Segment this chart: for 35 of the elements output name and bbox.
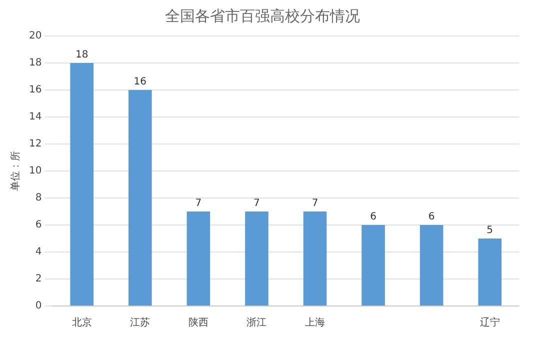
data-label: 7 <box>312 198 318 210</box>
data-label: 18 <box>76 50 88 61</box>
bar <box>362 225 385 306</box>
y-tick-label: 8 <box>35 192 42 204</box>
x-tick-label: 陕西 <box>188 316 208 329</box>
bar <box>245 212 268 306</box>
bar <box>128 90 152 306</box>
x-tick-label: 浙江 <box>246 316 267 329</box>
y-axis-title: 单位：所 <box>10 151 22 191</box>
data-label: 6 <box>370 212 376 223</box>
data-label: 16 <box>134 76 147 88</box>
data-label: 5 <box>486 225 494 236</box>
chart-title: 全国各省市百强高校分布情况 <box>165 6 360 25</box>
y-tick-label: 20 <box>28 30 42 42</box>
bar <box>478 238 502 306</box>
x-tick-label: 北京 <box>72 316 92 329</box>
y-tick-label: 0 <box>35 300 42 312</box>
bar <box>303 212 327 306</box>
x-tick-label: 江苏 <box>130 316 150 329</box>
y-tick-label: 2 <box>35 274 42 285</box>
y-tick-label: 4 <box>35 246 42 258</box>
y-tick-label: 6 <box>35 220 42 231</box>
bar <box>186 212 210 306</box>
y-tick-label: 18 <box>28 58 42 69</box>
x-tick-label: 上海 <box>305 316 326 329</box>
data-label: 7 <box>254 198 260 210</box>
y-tick-label: 16 <box>28 84 42 96</box>
y-tick-label: 12 <box>28 138 42 150</box>
data-label: 7 <box>195 198 202 210</box>
bar <box>70 63 94 306</box>
x-tick-label: 辽宁 <box>480 316 500 329</box>
data-label: 6 <box>428 212 435 223</box>
bar <box>420 225 444 306</box>
y-tick-label: 10 <box>28 166 42 177</box>
y-tick-label: 14 <box>28 112 42 123</box>
